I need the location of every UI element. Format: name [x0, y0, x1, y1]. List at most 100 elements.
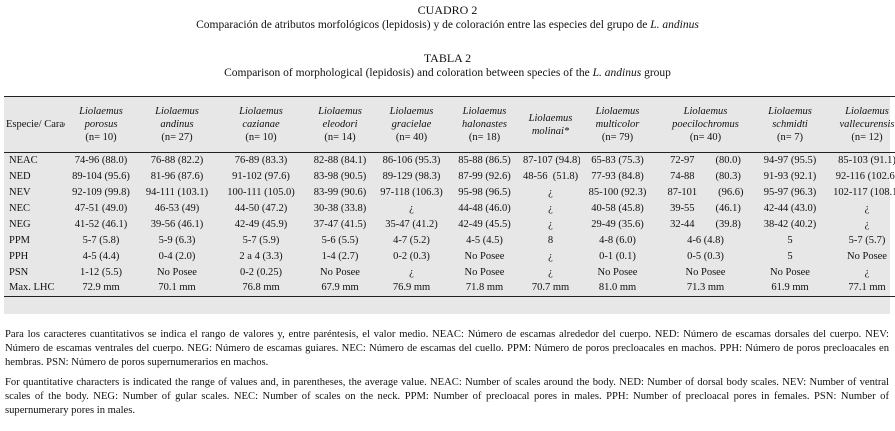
- species-genus: Liolaemus: [595, 106, 640, 117]
- species-genus: Liolaemus: [79, 106, 123, 117]
- table-header-row: Especie/ Caracter Liolaemus porosus (n= 10…: [4, 96, 895, 153]
- species-header: Liolaemus multicolor (n= 79): [580, 96, 655, 153]
- table-cell: 5-7 (5.9): [242, 234, 280, 246]
- table-row: NEG 41-52 (46.1) 39-56 (46.1) 42-49 (45.9) 3…: [4, 217, 895, 233]
- species-epithet: poecilochromus: [672, 119, 739, 130]
- table-row: NED 89-104 (95.6) 81-96 (87.6) 91-102 (97.6…: [4, 169, 895, 185]
- species-genus: Liolaemus: [389, 106, 434, 117]
- table-cell: 70.1 mm: [137, 280, 217, 297]
- species-header: Liolaemus eleodori (n= 14): [305, 96, 375, 153]
- character-label: PSN: [9, 266, 29, 278]
- species-header: Liolaemus andinus (n= 27): [137, 96, 217, 153]
- species-epithet: cazianae: [242, 119, 280, 130]
- table-cell: 42-49 (45.5): [458, 218, 511, 230]
- species-epithet: molinai*: [531, 125, 570, 137]
- character-label: PPH: [9, 250, 29, 262]
- table-cell: 87-99 (92.6): [458, 170, 511, 182]
- table-cell: 83-98 (90.5): [313, 170, 367, 182]
- character-label: NEC: [9, 202, 30, 214]
- character-label: PPM: [9, 234, 31, 246]
- table-body: NEAC 74-96 (88.0) 76-88 (82.2) 76-89 (83.3)…: [4, 153, 895, 297]
- species-header: Liolaemus schmidti (n= 7): [756, 96, 824, 153]
- table-cell: ¿: [864, 218, 870, 230]
- footnote-english: For quantitative characters is indicated…: [5, 377, 889, 416]
- species-header: Liolaemus cazianae (n= 10): [217, 96, 305, 153]
- table-cell: 40-58 (45.8): [591, 202, 644, 214]
- species-epithet: multicolor: [595, 119, 640, 130]
- table-cell: No Posee: [847, 250, 887, 262]
- table-cell: 86-106 (95.3): [382, 154, 441, 166]
- species-epithet: porosus: [84, 119, 118, 130]
- table-cell: 71.3 mm: [655, 280, 756, 297]
- table-cell: 82-88 (84.1): [313, 154, 367, 166]
- species-header: Liolaemus halonastes (n= 18): [448, 96, 521, 153]
- tabla-caption: Comparison of morphological (lepidosis) …: [0, 67, 895, 80]
- footnote-spanish: Para los caracteres cuantitativos se ind…: [5, 329, 889, 368]
- table-cell: 102-117 (108.1): [833, 186, 895, 198]
- table-cell: 71.8 mm: [448, 280, 521, 297]
- table-cell: 76-89 (83.3): [234, 154, 288, 166]
- species-genus: Liolaemus: [845, 106, 889, 117]
- character-label: Max. LHC: [4, 280, 65, 297]
- table-cell: 100-111 (105.0): [227, 186, 295, 198]
- table-cell: 0-1 (0.1): [599, 250, 636, 262]
- table-cell: 76.9 mm: [375, 280, 448, 297]
- species-genus: Liolaemus: [239, 106, 283, 117]
- table-cell: 5-7 (5.7): [848, 234, 886, 246]
- table-cell: 76-88 (82.2): [150, 154, 204, 166]
- table-cell: 0-4 (2.0): [158, 250, 196, 262]
- table-cell: 85-103 (91.1): [838, 154, 895, 166]
- species-header: Liolaemus molinai*: [521, 96, 580, 153]
- table-cell: 8: [547, 234, 554, 246]
- species-epithet: gracielae: [391, 119, 432, 130]
- table-cell: 95-98 (96.5): [458, 186, 511, 198]
- table-cell: 44-48 (46.0): [458, 202, 511, 214]
- table-cell: 61.9 mm: [756, 280, 824, 297]
- table-cell: ¿: [548, 218, 553, 230]
- table-row: PSN 1-12 (5.5) No Posee 0-2 (0.25) No Posee ¿…: [4, 265, 895, 281]
- table-cell: ¿: [409, 202, 414, 214]
- table-cell: 29-49 (35.6): [591, 218, 644, 230]
- species-header: Liolaemus gracielae (n= 40): [375, 96, 448, 153]
- table-row: PPH 4-5 (4.4) 0-4 (2.0) 2 a 4 (3.3) 1-4 (2.7…: [4, 249, 895, 265]
- species-sample-size: (n= 18): [468, 132, 501, 143]
- species-sample-size: (n= 79): [601, 132, 634, 143]
- table-cell: 92-116 (102.6): [835, 170, 895, 182]
- table-cell: 74-96 (88.0): [74, 154, 128, 166]
- table-cell: 83-99 (90.6): [313, 186, 367, 198]
- species-genus: Liolaemus: [155, 106, 199, 117]
- species-sample-size: (n= 12): [851, 132, 883, 143]
- table-row: NEC 47-51 (49.0) 46-53 (49) 44-50 (47.2) 30-…: [4, 201, 895, 217]
- species-epithet: vallecurensis: [839, 119, 895, 130]
- table-cell: ¿: [548, 186, 553, 198]
- table-cell: No Posee: [464, 250, 505, 262]
- species-sample-size: (n= 10): [245, 132, 277, 143]
- species-epithet: halonastes: [462, 119, 507, 130]
- tabla-caption-suffix: group: [644, 67, 671, 79]
- character-label: NEV: [9, 186, 31, 198]
- table-cell: ¿: [864, 202, 870, 214]
- table-cell: 91-102 (97.6): [232, 170, 290, 182]
- species-sample-size: (n= 7): [776, 132, 804, 143]
- table-cell: 87-101 (96.6): [667, 186, 744, 198]
- table-cell: 81.0 mm: [580, 280, 655, 297]
- tabla-caption-species: L. andinus: [592, 67, 642, 79]
- table-row: NEV 92-109 (99.8) 94-111 (103.1) 100-111 (1…: [4, 185, 895, 201]
- table-cell: 39-56 (46.1): [150, 218, 204, 230]
- species-header: Liolaemus poecilochromus (n= 40): [655, 96, 756, 153]
- table-cell: 0-2 (0.25): [240, 266, 282, 278]
- table-cell: 48-56 (51.8): [523, 170, 579, 182]
- table-cell: 2 a 4 (3.3): [239, 250, 283, 262]
- table-cell: 47-51 (49.0): [74, 202, 128, 214]
- table-cell: 87-107 (94.8): [523, 154, 580, 166]
- cuadro-caption-species: L. andinus: [650, 19, 699, 31]
- table-cell: 37-47 (41.5): [313, 218, 367, 230]
- table-cell: 81-96 (87.6): [150, 170, 204, 182]
- table-cell: 67.9 mm: [305, 280, 375, 297]
- table-cell: 5: [787, 250, 793, 262]
- species-sample-size: (n= 14): [324, 132, 356, 143]
- table-cell: 76.8 mm: [217, 280, 305, 297]
- corner-header: Especie/ Caracter: [4, 96, 65, 153]
- cuadro-caption-text: Comparación de atributos morfológicos (l…: [196, 19, 648, 31]
- table-cell: 4-8 (6.0): [599, 234, 636, 246]
